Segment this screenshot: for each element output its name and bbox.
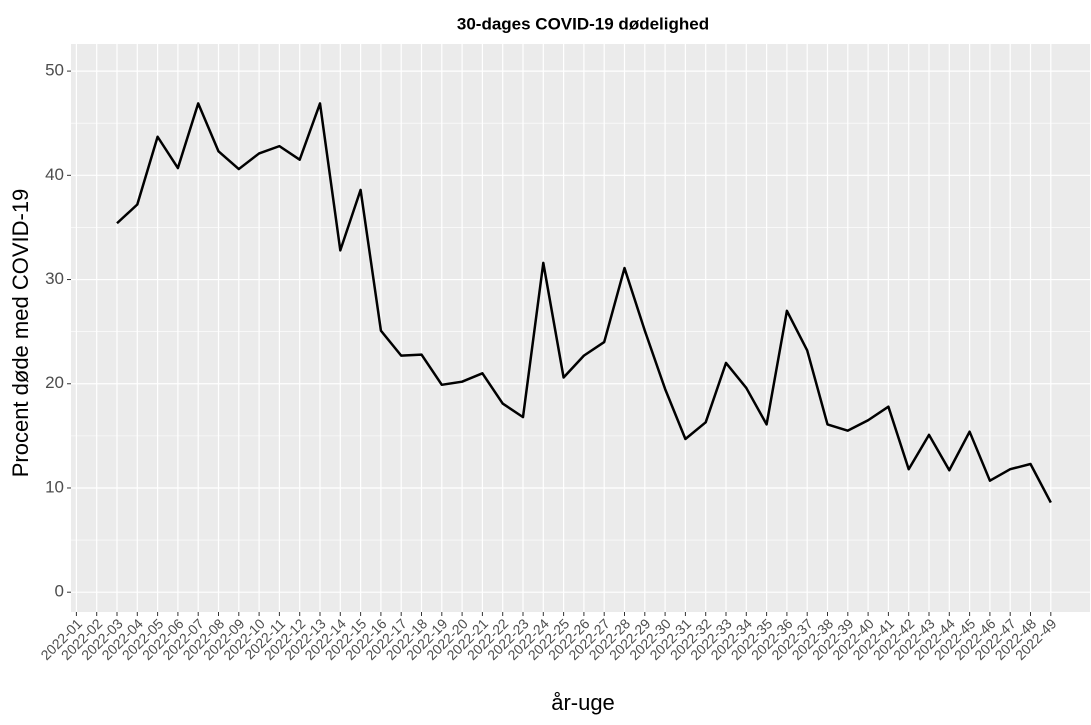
y-axis-label: Procent døde med COVID-19 [8, 189, 33, 478]
y-tick-label: 10 [45, 477, 64, 496]
x-axis-label: år-uge [551, 690, 615, 715]
y-tick-label: 50 [45, 61, 64, 80]
line [116, 102, 1052, 504]
y-tick-label: 20 [45, 373, 64, 392]
y-tick-label: 0 [55, 582, 64, 601]
chart-title: 30-dages COVID-19 dødelighed [457, 14, 709, 33]
y-tick-label: 30 [45, 269, 64, 288]
y-tick-label: 40 [45, 165, 64, 184]
plot-background [71, 44, 1090, 612]
